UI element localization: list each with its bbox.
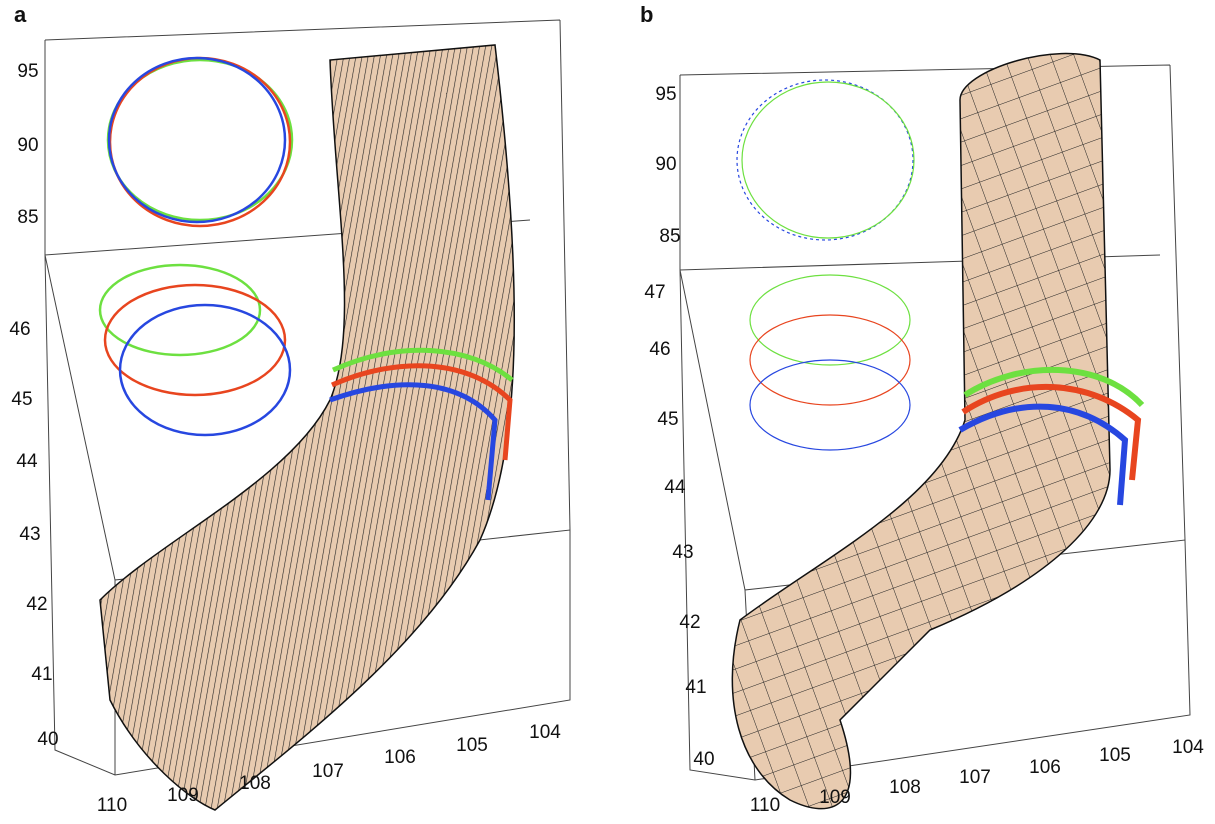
panel-label: b [640,2,653,27]
x-tick-label: 104 [529,722,561,743]
y-tick-label: 44 [664,477,686,498]
y-tick-label: 40 [693,749,714,770]
x-tick-label: 107 [312,761,344,782]
x-tick-label: 108 [239,773,271,794]
y-tick-label: 46 [649,339,670,360]
z-tick-label: 85 [17,207,38,228]
x-tick-label: 104 [1172,737,1204,758]
y-tick-label: 44 [16,451,38,472]
y-tick-label: 40 [37,729,58,750]
y-tick-label: 42 [679,612,700,633]
x-tick-label: 109 [819,787,851,808]
x-tick-label: 105 [456,735,488,756]
x-tick-label: 110 [750,795,780,816]
y-tick-label: 41 [685,677,706,698]
z-tick-label: 85 [659,226,680,247]
x-tick-label: 105 [1099,745,1131,766]
x-tick-label: 110 [97,795,127,816]
panel-a-frame [44,19,571,811]
y-tick-label: 42 [26,594,47,615]
z-tick-label: 95 [17,61,38,82]
x-tick-label: 106 [1029,757,1061,778]
y-tick-label: 45 [11,389,32,410]
panel-label: a [14,2,27,27]
y-tick-label: 46 [9,319,30,340]
x-tick-label: 106 [384,747,416,768]
vessel-surface [731,52,1111,810]
x-tick-label: 109 [167,785,199,806]
y-tick-label: 41 [31,664,52,685]
z-tick-label: 90 [655,154,676,175]
y-tick-label: 45 [657,409,678,430]
z-tick-label: 90 [17,135,38,156]
y-tick-label: 43 [672,542,693,563]
x-tick-label: 107 [959,767,991,788]
panel-b-frame [679,52,1191,810]
y-tick-label: 47 [644,282,665,303]
z-tick-label: 95 [655,84,676,105]
y-tick-label: 43 [19,524,40,545]
x-tick-label: 108 [889,777,921,798]
